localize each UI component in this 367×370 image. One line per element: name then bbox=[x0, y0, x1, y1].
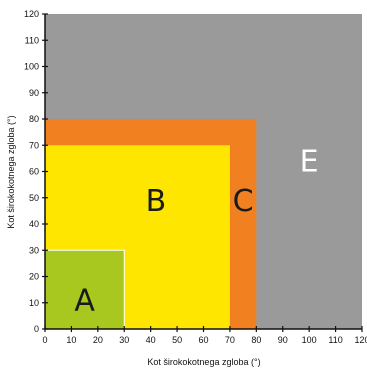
y-tick-label: 60 bbox=[29, 167, 39, 177]
zone-a-area bbox=[44, 249, 125, 330]
x-axis-title: Kot širokokotnega zgloba (°) bbox=[147, 357, 260, 367]
y-tick-label: 110 bbox=[25, 35, 39, 45]
y-axis-title: Kot širokokotnega zgloba (°) bbox=[6, 115, 16, 228]
y-tick-label: 70 bbox=[29, 140, 39, 150]
zone-c-label: C bbox=[233, 184, 254, 219]
zone-a-label: A bbox=[74, 284, 95, 319]
y-tick-label: 120 bbox=[24, 9, 39, 19]
x-tick-label: 90 bbox=[278, 335, 288, 345]
y-tick-label: 50 bbox=[29, 193, 39, 203]
zone-b-label: B bbox=[146, 184, 167, 219]
y-tick-label: 30 bbox=[29, 245, 39, 255]
axes: 0 10 20 30 40 50 60 70 80 90 100 110 120 0 10 20 30 40 50 6… bbox=[24, 9, 367, 345]
x-tick-label: 50 bbox=[172, 335, 182, 345]
x-tick-label: 110 bbox=[328, 335, 342, 345]
x-tick-label: 40 bbox=[146, 335, 156, 345]
x-tick-label: 0 bbox=[42, 335, 47, 345]
zones: E C B A bbox=[44, 14, 362, 330]
x-tick-label: 20 bbox=[93, 335, 103, 345]
y-tick-label: 20 bbox=[29, 272, 39, 282]
x-tick-label: 120 bbox=[354, 335, 367, 345]
x-tick-label: 100 bbox=[302, 335, 317, 345]
y-tick-label: 80 bbox=[29, 114, 39, 124]
x-tick-label: 70 bbox=[225, 335, 235, 345]
y-tick-label: 100 bbox=[24, 62, 39, 72]
x-tick-label: 10 bbox=[66, 335, 76, 345]
y-tick-label: 10 bbox=[29, 298, 39, 308]
x-tick-label: 30 bbox=[119, 335, 129, 345]
y-tick-label: 90 bbox=[29, 88, 39, 98]
y-tick-label: 0 bbox=[34, 324, 39, 334]
y-tick-label: 40 bbox=[29, 219, 39, 229]
x-tick-label: 80 bbox=[251, 335, 261, 345]
x-tick-label: 60 bbox=[198, 335, 208, 345]
zone-e-label: E bbox=[300, 145, 319, 180]
